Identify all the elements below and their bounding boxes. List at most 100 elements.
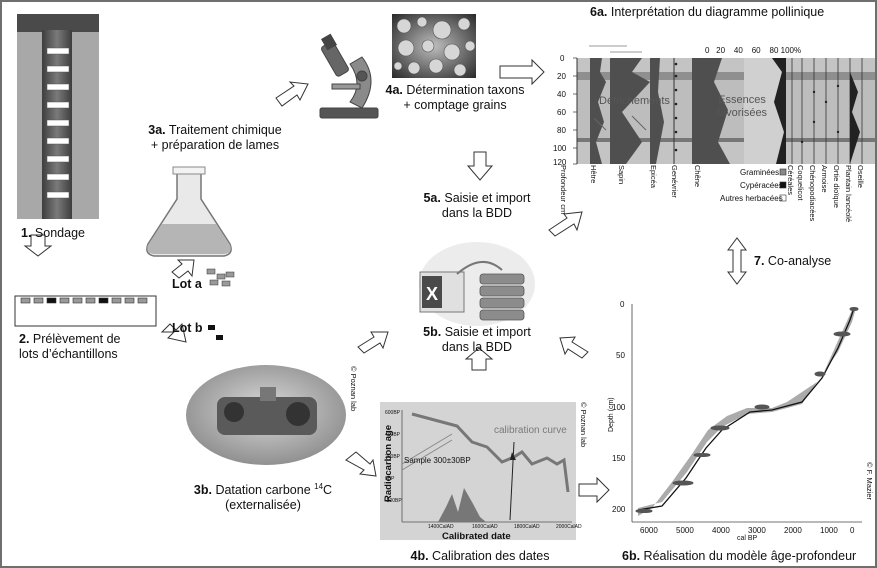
process-arrows	[23, 58, 747, 504]
arrow-4a-to-6a	[499, 58, 545, 86]
step-3a-label: 3a. Traitement chimique + préparation de…	[140, 123, 290, 153]
band-defrichements: Défrichements	[599, 95, 670, 107]
step-4b-label: 4b. Calibration des dates	[395, 549, 565, 564]
band-essences-line2: favorisées	[716, 107, 768, 119]
agedepth-xtick-4000: 4000	[712, 526, 730, 535]
pollen-depth-80: 80	[557, 126, 566, 135]
step-4a-label: 4a. Détermination taxons + comptage grai…	[380, 83, 530, 113]
sample-strip	[14, 295, 157, 327]
calib-curve-label: calibration curve	[494, 425, 567, 436]
calib-xtick-1800: 1800CalAD	[514, 524, 540, 530]
arrow-co-analyse	[727, 237, 747, 285]
calib-ytick-200: 200BP	[385, 454, 401, 460]
calib-ytick-neg200: -200BP	[385, 498, 402, 504]
calib-sample-label: Sample 300±30BP	[404, 456, 471, 465]
step-1-number: 1.	[21, 226, 32, 240]
age-depth-chart	[631, 304, 862, 523]
step-1-label: 1. Sondage	[21, 226, 85, 241]
taxon-ortie: Ortie dioïque	[832, 165, 841, 208]
arrow-down-1	[23, 234, 53, 257]
step-7-label: 7. Co-analyse	[754, 254, 831, 269]
legend-autres: Autres herbacées	[720, 194, 783, 203]
arrow-2-to-3b	[160, 323, 187, 343]
pollen-scale-80: 80	[769, 46, 779, 55]
calib-xtick-1600: 1600CalAD	[472, 524, 498, 530]
taxon-hetre: Hêtre	[589, 165, 598, 184]
taxon-armoise: Armoise	[820, 165, 829, 193]
calib-ytick-0: 0BP	[385, 476, 395, 482]
arrow-6b-to-5b	[559, 336, 589, 359]
step-5a-label: 5a. Saisie et import dans la BDD	[407, 191, 547, 221]
step-5b-label: 5b. Saisie et import dans la BDD	[407, 325, 547, 355]
step-3a-number: 3a.	[148, 123, 166, 137]
taxon-chene: Chêne	[693, 165, 702, 188]
legend-cyperacees: Cypéracées	[740, 181, 783, 190]
arrow-3a-to-4a	[275, 81, 309, 107]
step-2-number: 2.	[19, 332, 30, 346]
step-1-text: Sondage	[34, 226, 85, 240]
step-5b-line1: Saisie et import	[444, 325, 531, 339]
step-4b-number: 4b.	[410, 549, 429, 563]
step-6b-text: Réalisation du modèle âge-profondeur	[643, 549, 857, 563]
pollen-depth-40: 40	[557, 90, 566, 99]
pollen-legend-swatches	[779, 168, 787, 202]
lot-a-label: Lot a	[172, 277, 202, 291]
arrow-6a-to-5a	[548, 211, 583, 237]
step-4a-line1: Détermination taxons	[406, 83, 525, 97]
agedepth-ytick-50: 50	[616, 351, 625, 360]
step-3b-tail: C	[323, 483, 333, 498]
pollen-sem-image	[392, 14, 476, 78]
taxon-coquelicot: Coquelicot	[796, 165, 805, 201]
taxon-plantain: Plantain lancéolé	[844, 165, 853, 223]
pollen-depth-0: 0	[560, 54, 565, 63]
agedepth-xtick-1000: 1000	[820, 526, 838, 535]
lot-a-markers	[206, 268, 235, 287]
step-6b-number: 6b.	[622, 549, 641, 563]
pollen-scale-60: 60	[751, 46, 761, 55]
step-4b-text: Calibration des dates	[432, 549, 550, 563]
pollen-depth-60: 60	[557, 108, 566, 117]
pollen-scale-100: 100%	[780, 46, 802, 55]
step-2-line2: lots d’échantillons	[19, 347, 118, 361]
lot-b-label: Lot b	[172, 321, 203, 335]
pollen-scale: 0 20 40 60 80 100%	[705, 46, 801, 55]
calib-xtick-1400: 1400CalAD	[428, 524, 454, 530]
arrow-4a-to-5a	[466, 151, 494, 181]
taxon-profondeur: Profondeur cm	[559, 165, 568, 215]
microscope-image	[319, 33, 379, 119]
agedepth-ytick-0: 0	[620, 300, 625, 309]
step-3b-line1: Datation carbone	[215, 483, 315, 498]
pollen-scale-0: 0	[705, 46, 710, 55]
step-5a-line1: Saisie et import	[444, 191, 531, 205]
calib-xlabel: Calibrated date	[442, 531, 511, 542]
agedepth-ytick-150: 150	[612, 454, 626, 463]
agedepth-ytick-100: 100	[612, 403, 626, 412]
taxon-genevrier: Genévrier	[670, 165, 679, 198]
step-4a-line2: + comptage grains	[403, 98, 507, 112]
database-icon: X	[419, 242, 535, 326]
flask-image	[146, 166, 232, 257]
agedepth-xtick-0: 0	[850, 526, 855, 535]
pollen-depth-100: 100	[553, 144, 567, 153]
pollen-scale-40: 40	[733, 46, 743, 55]
calib-ytick-400: 400BP	[385, 432, 401, 438]
pollen-scale-20: 20	[716, 46, 726, 55]
step-5a-number: 5a.	[423, 191, 441, 205]
step-6a-number: 6a.	[590, 5, 608, 19]
agedepth-xtick-6000: 6000	[640, 526, 658, 535]
calibration-chart	[380, 402, 576, 540]
radiocarbon-lab-image	[186, 365, 346, 465]
step-3b-number: 3b.	[193, 483, 212, 498]
arrow-3b-to-4b	[345, 451, 377, 477]
step-3b-superscript: 14	[314, 482, 324, 491]
svg-text:X: X	[426, 284, 438, 304]
step-3a-line1: Traitement chimique	[168, 123, 282, 137]
agedepth-ytick-200: 200	[612, 505, 626, 514]
agedepth-xlabel: cal BP	[737, 535, 758, 542]
step-5b-number: 5b.	[423, 325, 442, 339]
step-6a-text: Interprétation du diagramme pollinique	[610, 5, 825, 19]
step-5b-line2: dans la BDD	[441, 340, 513, 354]
pollen-diagram	[573, 45, 875, 165]
